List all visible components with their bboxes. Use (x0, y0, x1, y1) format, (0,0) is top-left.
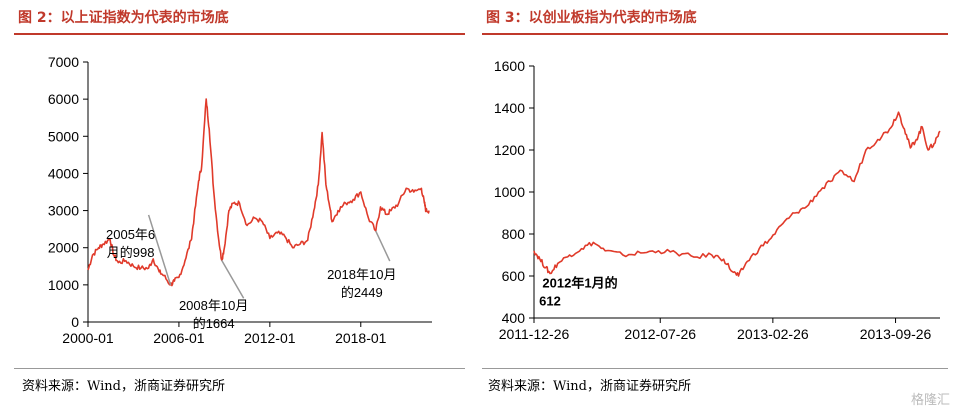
y-tick-label: 1400 (494, 100, 525, 116)
x-tick-label: 2000-01 (62, 330, 114, 346)
y-tick-label: 1000 (494, 184, 525, 200)
bottom-rule (14, 368, 465, 369)
series-line (533, 111, 941, 277)
figure-title: 图 2：以上证指数为代表的市场底 (18, 10, 229, 26)
y-tick-label: 5000 (48, 128, 79, 144)
x-tick-label: 2013-02-26 (737, 326, 809, 342)
annotation-leader (147, 214, 172, 286)
annotation-label: 的2449 (341, 285, 383, 300)
x-tick-label: 2012-07-26 (624, 326, 696, 342)
annotation-label: 2018年10月 (327, 267, 396, 282)
y-tick-label: 1600 (494, 58, 525, 74)
x-tick-label: 2012-01 (244, 330, 296, 346)
annotation-label: 2008年10月 (179, 298, 248, 313)
figure-left: 图 2：以上证指数为代表的市场底 0 1000 2000 3000 4000 5000 60… (0, 0, 470, 414)
annotation-leader (221, 259, 245, 299)
y-tick-label: 1200 (494, 142, 525, 158)
y-tick-label: 4000 (48, 165, 79, 181)
x-tick-label: 2011-12-26 (499, 326, 570, 342)
annotation-label: 2005年6 (106, 227, 155, 242)
y-tick-label: 0 (71, 314, 79, 330)
annotation-leader (375, 230, 391, 262)
x-tick-label: 2006-01 (153, 330, 205, 346)
annotation-label: 2012年1月的 (542, 275, 617, 290)
y-tick-label: 1000 (48, 277, 79, 293)
chinext-index-chart: 400 600 800 1000 1200 1400 1600 2011-12-26 2012-… (494, 58, 941, 342)
y-tick-label: 3000 (48, 203, 79, 219)
y-tick-label: 800 (502, 226, 526, 242)
series-line (87, 98, 430, 287)
x-tick-label: 2013-09-26 (860, 326, 932, 342)
shanghai-index-chart: 0 1000 2000 3000 4000 5000 6000 7000 2000-01 2006… (48, 54, 432, 346)
source-note: 资料来源：Wind，浙商证券研究所 (22, 379, 225, 394)
annotation-label: 的1664 (193, 316, 235, 331)
figure-title: 图 3：以创业板指为代表的市场底 (486, 10, 697, 26)
bottom-rule (482, 368, 948, 369)
annotation-label: 月的998 (107, 245, 155, 260)
y-tick-label: 7000 (48, 54, 79, 70)
y-tick-label: 6000 (48, 91, 79, 107)
y-tick-label: 400 (502, 310, 526, 326)
x-tick-label: 2018-01 (335, 330, 387, 346)
annotation-label: 612 (539, 293, 561, 308)
watermark: 格隆汇 (910, 393, 950, 408)
y-tick-label: 600 (502, 268, 526, 284)
title-rule (482, 33, 948, 35)
figure-right: 图 3：以创业板指为代表的市场底 400 600 800 1000 1200 1400 16… (478, 0, 958, 414)
y-tick-label: 2000 (48, 240, 79, 256)
title-rule (14, 33, 465, 35)
source-note: 资料来源：Wind，浙商证券研究所 (488, 379, 691, 394)
